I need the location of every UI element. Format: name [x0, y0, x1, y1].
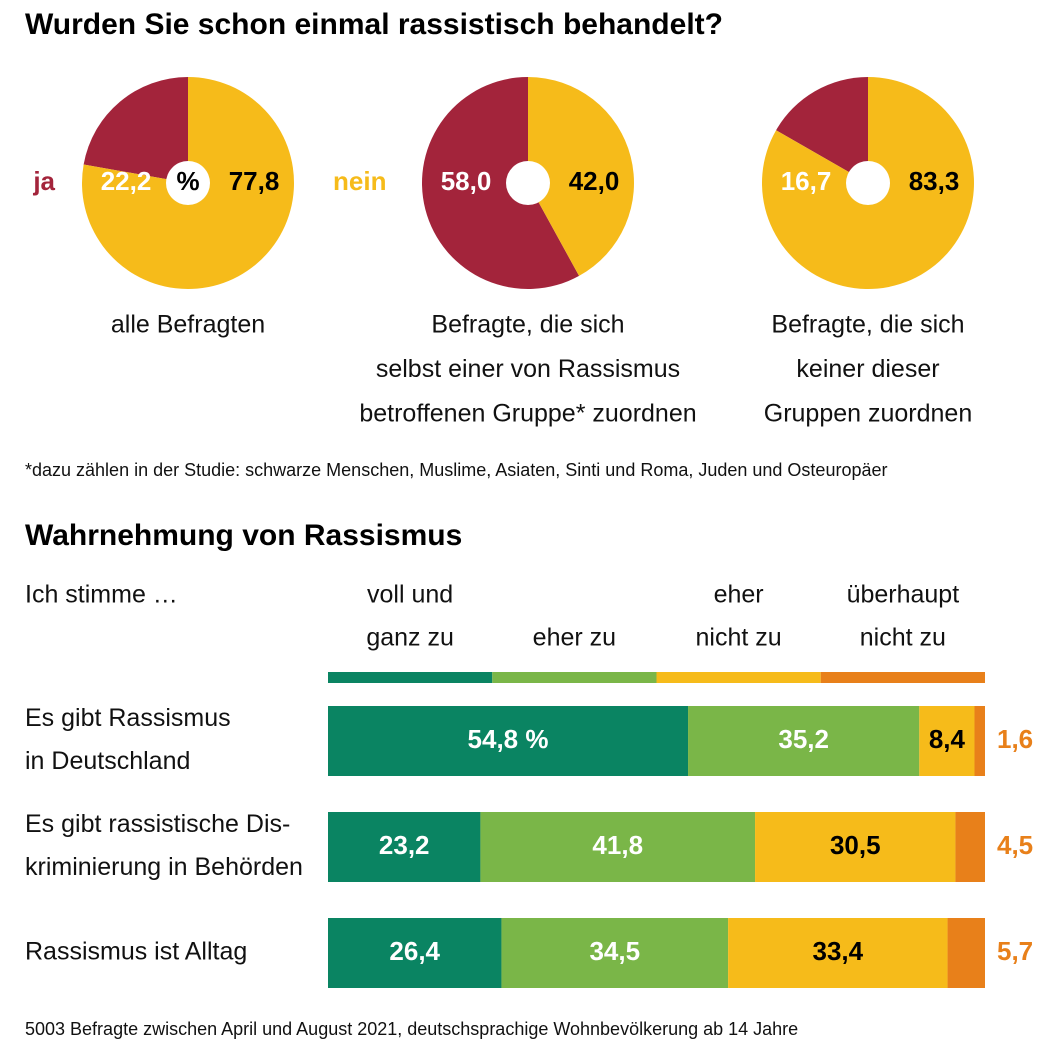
- legend-label: eher: [714, 581, 764, 609]
- category-label: kriminierung in Behörden: [25, 853, 303, 881]
- value-label: 77,8: [229, 166, 280, 196]
- bar-segment: [919, 706, 975, 776]
- pie-hole: [506, 161, 550, 205]
- bar-title: Wahrnehmung von Rassismus: [25, 519, 462, 552]
- legend-label: voll und: [367, 581, 453, 609]
- pie-caption: keiner dieser: [796, 355, 939, 383]
- value-label: 16,7: [781, 166, 832, 196]
- pie-caption: betroffenen Gruppe* zuordnen: [359, 400, 696, 428]
- bar-segment: [480, 812, 756, 882]
- bar-segment: [755, 812, 956, 882]
- value-label: 4,5: [997, 830, 1033, 860]
- value-label: 8,4: [929, 724, 966, 754]
- bar-segment: [688, 706, 920, 776]
- category-label: in Deutschland: [25, 747, 190, 775]
- value-label: 23,2: [379, 830, 430, 860]
- pie-slice: [422, 77, 580, 290]
- bar-segment: [328, 918, 502, 988]
- source: 5003 Befragte zwischen April und August …: [25, 1019, 798, 1039]
- category-label: nein: [333, 166, 386, 196]
- legend-swatch: [328, 672, 493, 683]
- value-label: 34,5: [589, 936, 640, 966]
- bar-segment: [947, 918, 985, 988]
- pie-hole: [846, 161, 890, 205]
- bar-segment: [328, 812, 481, 882]
- category-label: Es gibt Rassismus: [25, 704, 231, 732]
- pie-slice: [528, 77, 635, 276]
- legend-label: überhaupt: [847, 581, 960, 609]
- pie-caption: Befragte, die sich: [771, 311, 964, 339]
- bar-segment: [328, 706, 689, 776]
- value-label: 26,4: [389, 936, 440, 966]
- value-label: 58,0: [441, 166, 492, 196]
- center-label: %: [176, 166, 199, 196]
- pie-caption: Gruppen zuordnen: [764, 400, 972, 428]
- pie-caption: Befragte, die sich: [431, 311, 624, 339]
- legend-label: eher zu: [533, 624, 616, 652]
- pie-hole: [166, 161, 210, 205]
- legend-swatch: [492, 672, 657, 683]
- legend-swatch: [656, 672, 821, 683]
- bar-header: Ich stimme …: [25, 581, 178, 609]
- value-label: 35,2: [778, 724, 829, 754]
- legend-label: ganz zu: [366, 624, 454, 652]
- value-label: 1,6: [997, 724, 1033, 754]
- footnote: *dazu zählen in der Studie: schwarze Men…: [25, 460, 887, 480]
- value-label: 42,0: [569, 166, 620, 196]
- category-label: ja: [32, 166, 55, 196]
- value-label: 54,8 %: [468, 724, 549, 754]
- legend-swatch: [820, 672, 985, 683]
- category-label: Es gibt rassistische Dis-: [25, 810, 290, 838]
- bar-segment: [974, 706, 985, 776]
- bar-segment: [728, 918, 948, 988]
- value-label: 83,3: [909, 166, 960, 196]
- legend-label: nicht zu: [860, 624, 946, 652]
- legend-label: nicht zu: [696, 624, 782, 652]
- bar-segment: [955, 812, 985, 882]
- value-label: 22,2: [101, 166, 152, 196]
- value-label: 30,5: [830, 830, 881, 860]
- value-label: 5,7: [997, 936, 1033, 966]
- pie-caption: alle Befragten: [111, 311, 265, 339]
- value-label: 41,8: [592, 830, 643, 860]
- category-label: Rassismus ist Alltag: [25, 938, 247, 966]
- pie-slice: [83, 77, 188, 183]
- value-label: 33,4: [813, 936, 864, 966]
- pie-slice: [776, 77, 868, 183]
- pie-caption: selbst einer von Rassismus: [376, 355, 680, 383]
- bar-segment: [501, 918, 729, 988]
- main-title: Wurden Sie schon einmal rassistisch beha…: [25, 8, 723, 41]
